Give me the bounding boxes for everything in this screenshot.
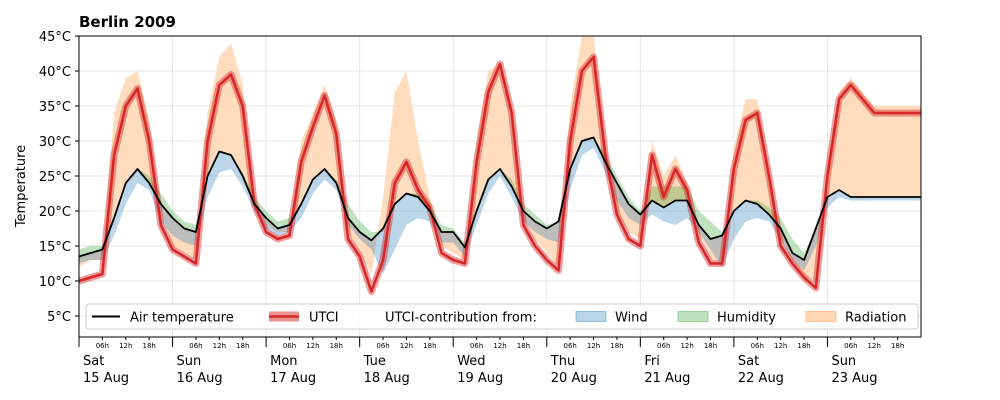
- day-date-label: 23 Aug: [831, 371, 877, 386]
- humidity-area: [79, 137, 921, 260]
- day-weekday-label: Sat: [83, 354, 104, 369]
- day-date-label: 21 Aug: [644, 371, 690, 386]
- hour-tick-label: 06h: [751, 342, 764, 350]
- hour-tick-label: 18h: [891, 342, 904, 350]
- hour-tick-label: 18h: [330, 342, 343, 350]
- day-date-label: 20 Aug: [551, 371, 597, 386]
- day-weekday-label: Tue: [363, 354, 386, 369]
- hour-tick-label: 06h: [844, 342, 857, 350]
- legend-label: Wind: [615, 311, 648, 326]
- hour-tick-label: 06h: [189, 342, 202, 350]
- legend-label: UTCI-contribution from:: [385, 311, 537, 326]
- y-tick-label: 40°C: [39, 65, 71, 80]
- y-tick-label: 25°C: [39, 170, 71, 185]
- hour-tick-label: 18h: [423, 342, 436, 350]
- hour-tick-label: 18h: [142, 342, 155, 350]
- day-date-label: 17 Aug: [270, 371, 316, 386]
- legend-swatch-patch: [805, 311, 837, 322]
- hour-tick-label: 12h: [493, 342, 506, 350]
- legend-box: [85, 303, 919, 330]
- day-weekday-label: Sat: [738, 354, 759, 369]
- hour-tick-label: 12h: [868, 342, 881, 350]
- y-axis-ticks: 5°C 10°C 15°C 20°C 25°C 30°C 35°C 40°C 45°C: [39, 30, 79, 325]
- hour-tick-label: 18h: [797, 342, 810, 350]
- legend-swatch-patch: [575, 311, 607, 322]
- day-date-label: 16 Aug: [177, 371, 223, 386]
- legend-label: Air temperature: [130, 311, 234, 326]
- y-tick-label: 20°C: [39, 205, 71, 220]
- hour-tick-label: 06h: [470, 342, 483, 350]
- hour-tick-label: 18h: [610, 342, 623, 350]
- radiation-area: [79, 36, 921, 281]
- day-weekday-label: Fri: [644, 354, 660, 369]
- y-axis-label: Temperature: [14, 145, 29, 228]
- hour-tick-label: 12h: [213, 342, 226, 350]
- day-weekday-label: Wed: [457, 354, 485, 369]
- hour-tick-label: 12h: [587, 342, 600, 350]
- legend-swatch-patch: [677, 311, 709, 322]
- hour-tick-label: 18h: [236, 342, 249, 350]
- legend: Air temperature UTCI UTCI-contribution fro…: [85, 303, 919, 330]
- y-tick-label: 15°C: [39, 240, 71, 255]
- hour-tick-label: 12h: [306, 342, 319, 350]
- hour-tick-label: 12h: [400, 342, 413, 350]
- day-date-label: 19 Aug: [457, 371, 503, 386]
- day-weekday-label: Mon: [270, 354, 297, 369]
- hour-tick-label: 06h: [283, 342, 296, 350]
- day-weekday-label: Thu: [550, 354, 575, 369]
- day-weekday-label: Sun: [831, 354, 856, 369]
- series-lines: [77, 53, 921, 295]
- day-date-label: 22 Aug: [738, 371, 784, 386]
- y-tick-label: 35°C: [39, 100, 71, 115]
- legend-label: Radiation: [845, 311, 906, 326]
- x-axis-ticks: 06h 12h 18h Sat 15 Aug 06h 12h 18h Sun 16 Aug 06h 1…: [78, 337, 904, 386]
- air-temperature-line: [78, 136, 921, 261]
- legend-label: Humidity: [717, 311, 776, 326]
- legend-label: UTCI: [309, 311, 339, 326]
- utci-line: [78, 55, 921, 293]
- day-date-label: 18 Aug: [364, 371, 410, 386]
- plot-frame: [78, 35, 922, 338]
- hour-tick-label: 06h: [657, 342, 670, 350]
- y-tick-label: 30°C: [39, 135, 71, 150]
- hour-tick-label: 12h: [680, 342, 693, 350]
- hour-tick-label: 06h: [96, 342, 109, 350]
- day-weekday-label: Sun: [177, 354, 202, 369]
- hour-tick-label: 18h: [704, 342, 717, 350]
- hour-tick-label: 18h: [517, 342, 530, 350]
- y-tick-label: 45°C: [39, 30, 71, 45]
- hour-tick-label: 06h: [376, 342, 389, 350]
- day-date-label: 15 Aug: [83, 371, 129, 386]
- y-tick-label: 10°C: [39, 275, 71, 290]
- hour-tick-label: 12h: [774, 342, 787, 350]
- y-tick-label: 5°C: [47, 310, 71, 325]
- chart-title: Berlin 2009: [79, 13, 176, 31]
- hour-tick-label: 12h: [119, 342, 132, 350]
- hour-tick-label: 06h: [563, 342, 576, 350]
